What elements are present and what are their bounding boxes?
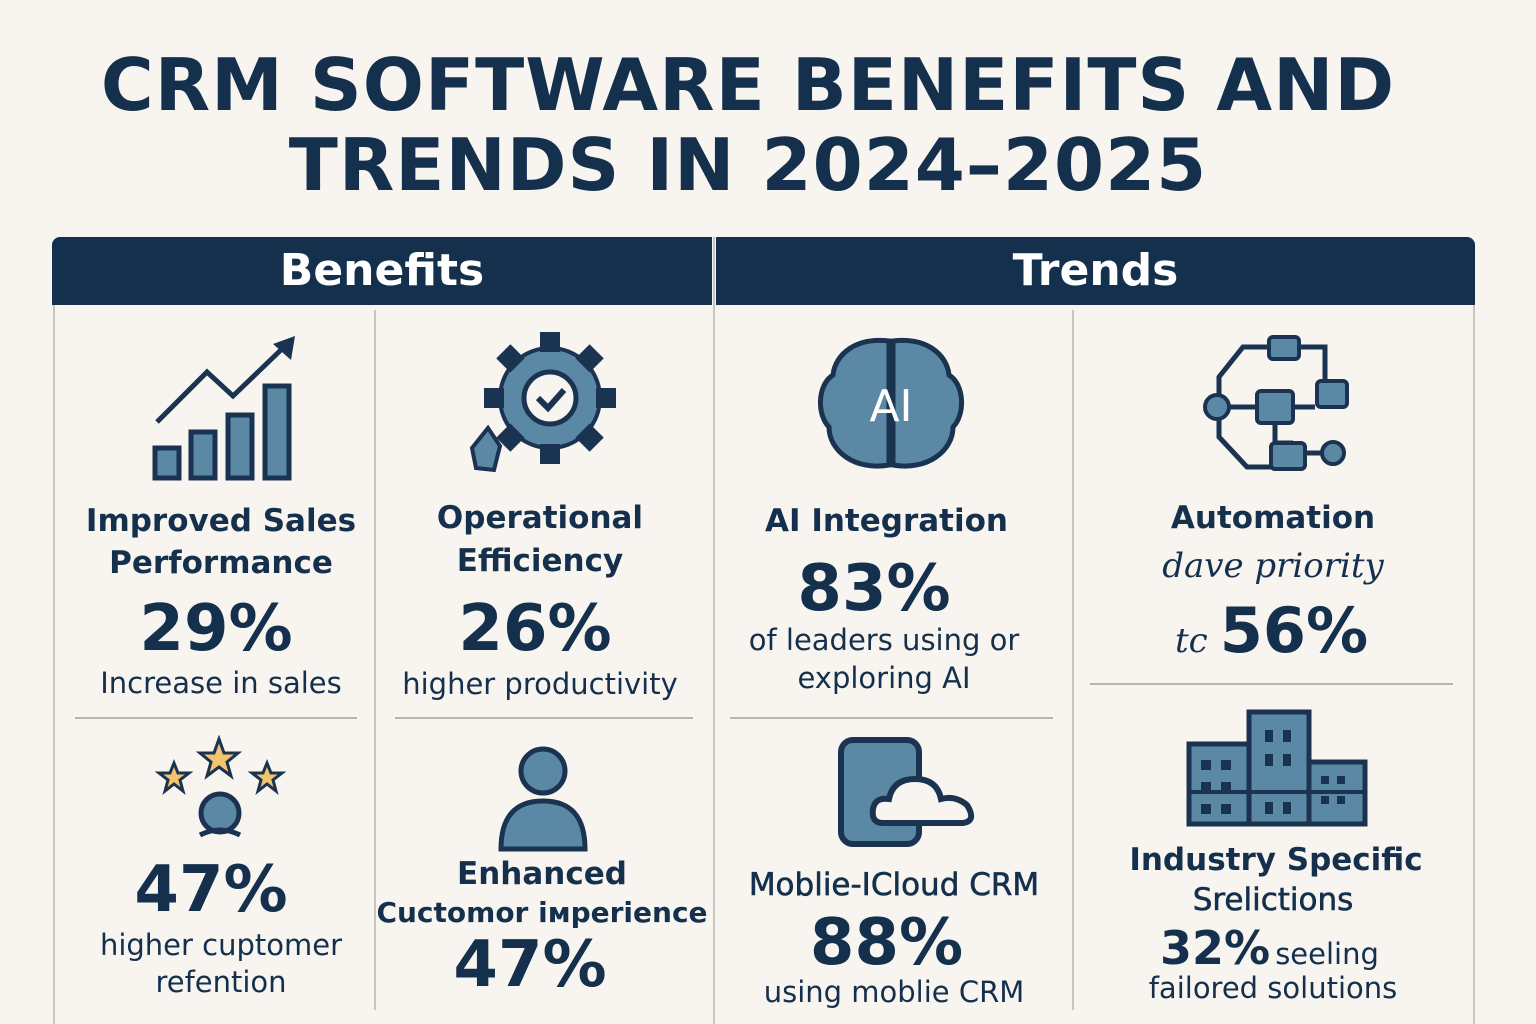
trend-label: AI Integration [765,503,1008,539]
benefit-text: refention [155,965,287,999]
person-icon [498,746,588,852]
trend-text: using moblie CRM [763,975,1025,1009]
benefit-value: 29% [139,592,293,666]
gear-check-icon [469,332,616,473]
divider [1090,683,1453,685]
trend-value: 32% [1160,921,1271,975]
benefit-text: Increase in sales [100,666,342,700]
buildings-icon [1186,709,1368,827]
benefit-text: higher productivity [402,667,678,701]
benefit-value: 47% [134,853,288,927]
trend-label: Srelictions [1192,882,1354,919]
divider [374,310,376,1010]
divider [730,717,1053,719]
trend-text: dave priority [1162,546,1384,586]
mobile-cloud-icon [838,737,975,847]
ai-icon-text: AI [869,381,912,432]
stars-person-icon [154,735,287,838]
bar-chart-growth-icon [152,336,295,481]
benefit-value: 47% [453,928,607,1002]
border-left [53,305,55,1024]
benefit-label: Efficiency [456,543,624,579]
benefit-label: Performance [109,545,333,581]
trend-value-row: 32% seeling [1160,922,1379,974]
benefit-value: 26% [458,592,612,666]
flowchart-icon [1203,335,1349,471]
trend-value: 56% [1219,594,1369,667]
benefit-label: Cuctomor iмperience [376,896,708,929]
trends-header: Trends [716,237,1475,305]
divider [713,237,715,1024]
benefit-label: Improved Sales [85,503,357,539]
trend-text: exploring AI [797,661,971,695]
trend-value: 83% [797,552,951,626]
benefit-text: higher cuptomer [99,928,343,962]
title-line-1: CRM SOFTWARE BENEFITS AND [100,43,1396,127]
trend-value-row: tc 56% [1175,596,1368,666]
trend-text: failored solutions [1148,971,1398,1005]
divider [395,717,693,719]
divider [75,717,357,719]
trend-prefix: tc [1175,621,1208,661]
trend-label: Industry Specific [1129,842,1423,878]
ai-brain-icon: AI [817,337,965,469]
trend-text: seeling [1275,937,1379,971]
trend-value: 88% [809,906,964,980]
trend-label: Moblie-ICloud CRM [748,867,1040,904]
title-line-2: TRENDS IN 2024–2025 [288,123,1208,207]
trend-text: of leaders using or [748,623,1020,657]
border-right [1473,305,1475,1024]
benefit-label: Enhanced [457,856,627,892]
divider [1072,310,1074,1010]
benefit-label: Operational [436,500,644,536]
benefits-header: Benefits [52,237,712,305]
trend-label: Automation [1170,500,1376,536]
